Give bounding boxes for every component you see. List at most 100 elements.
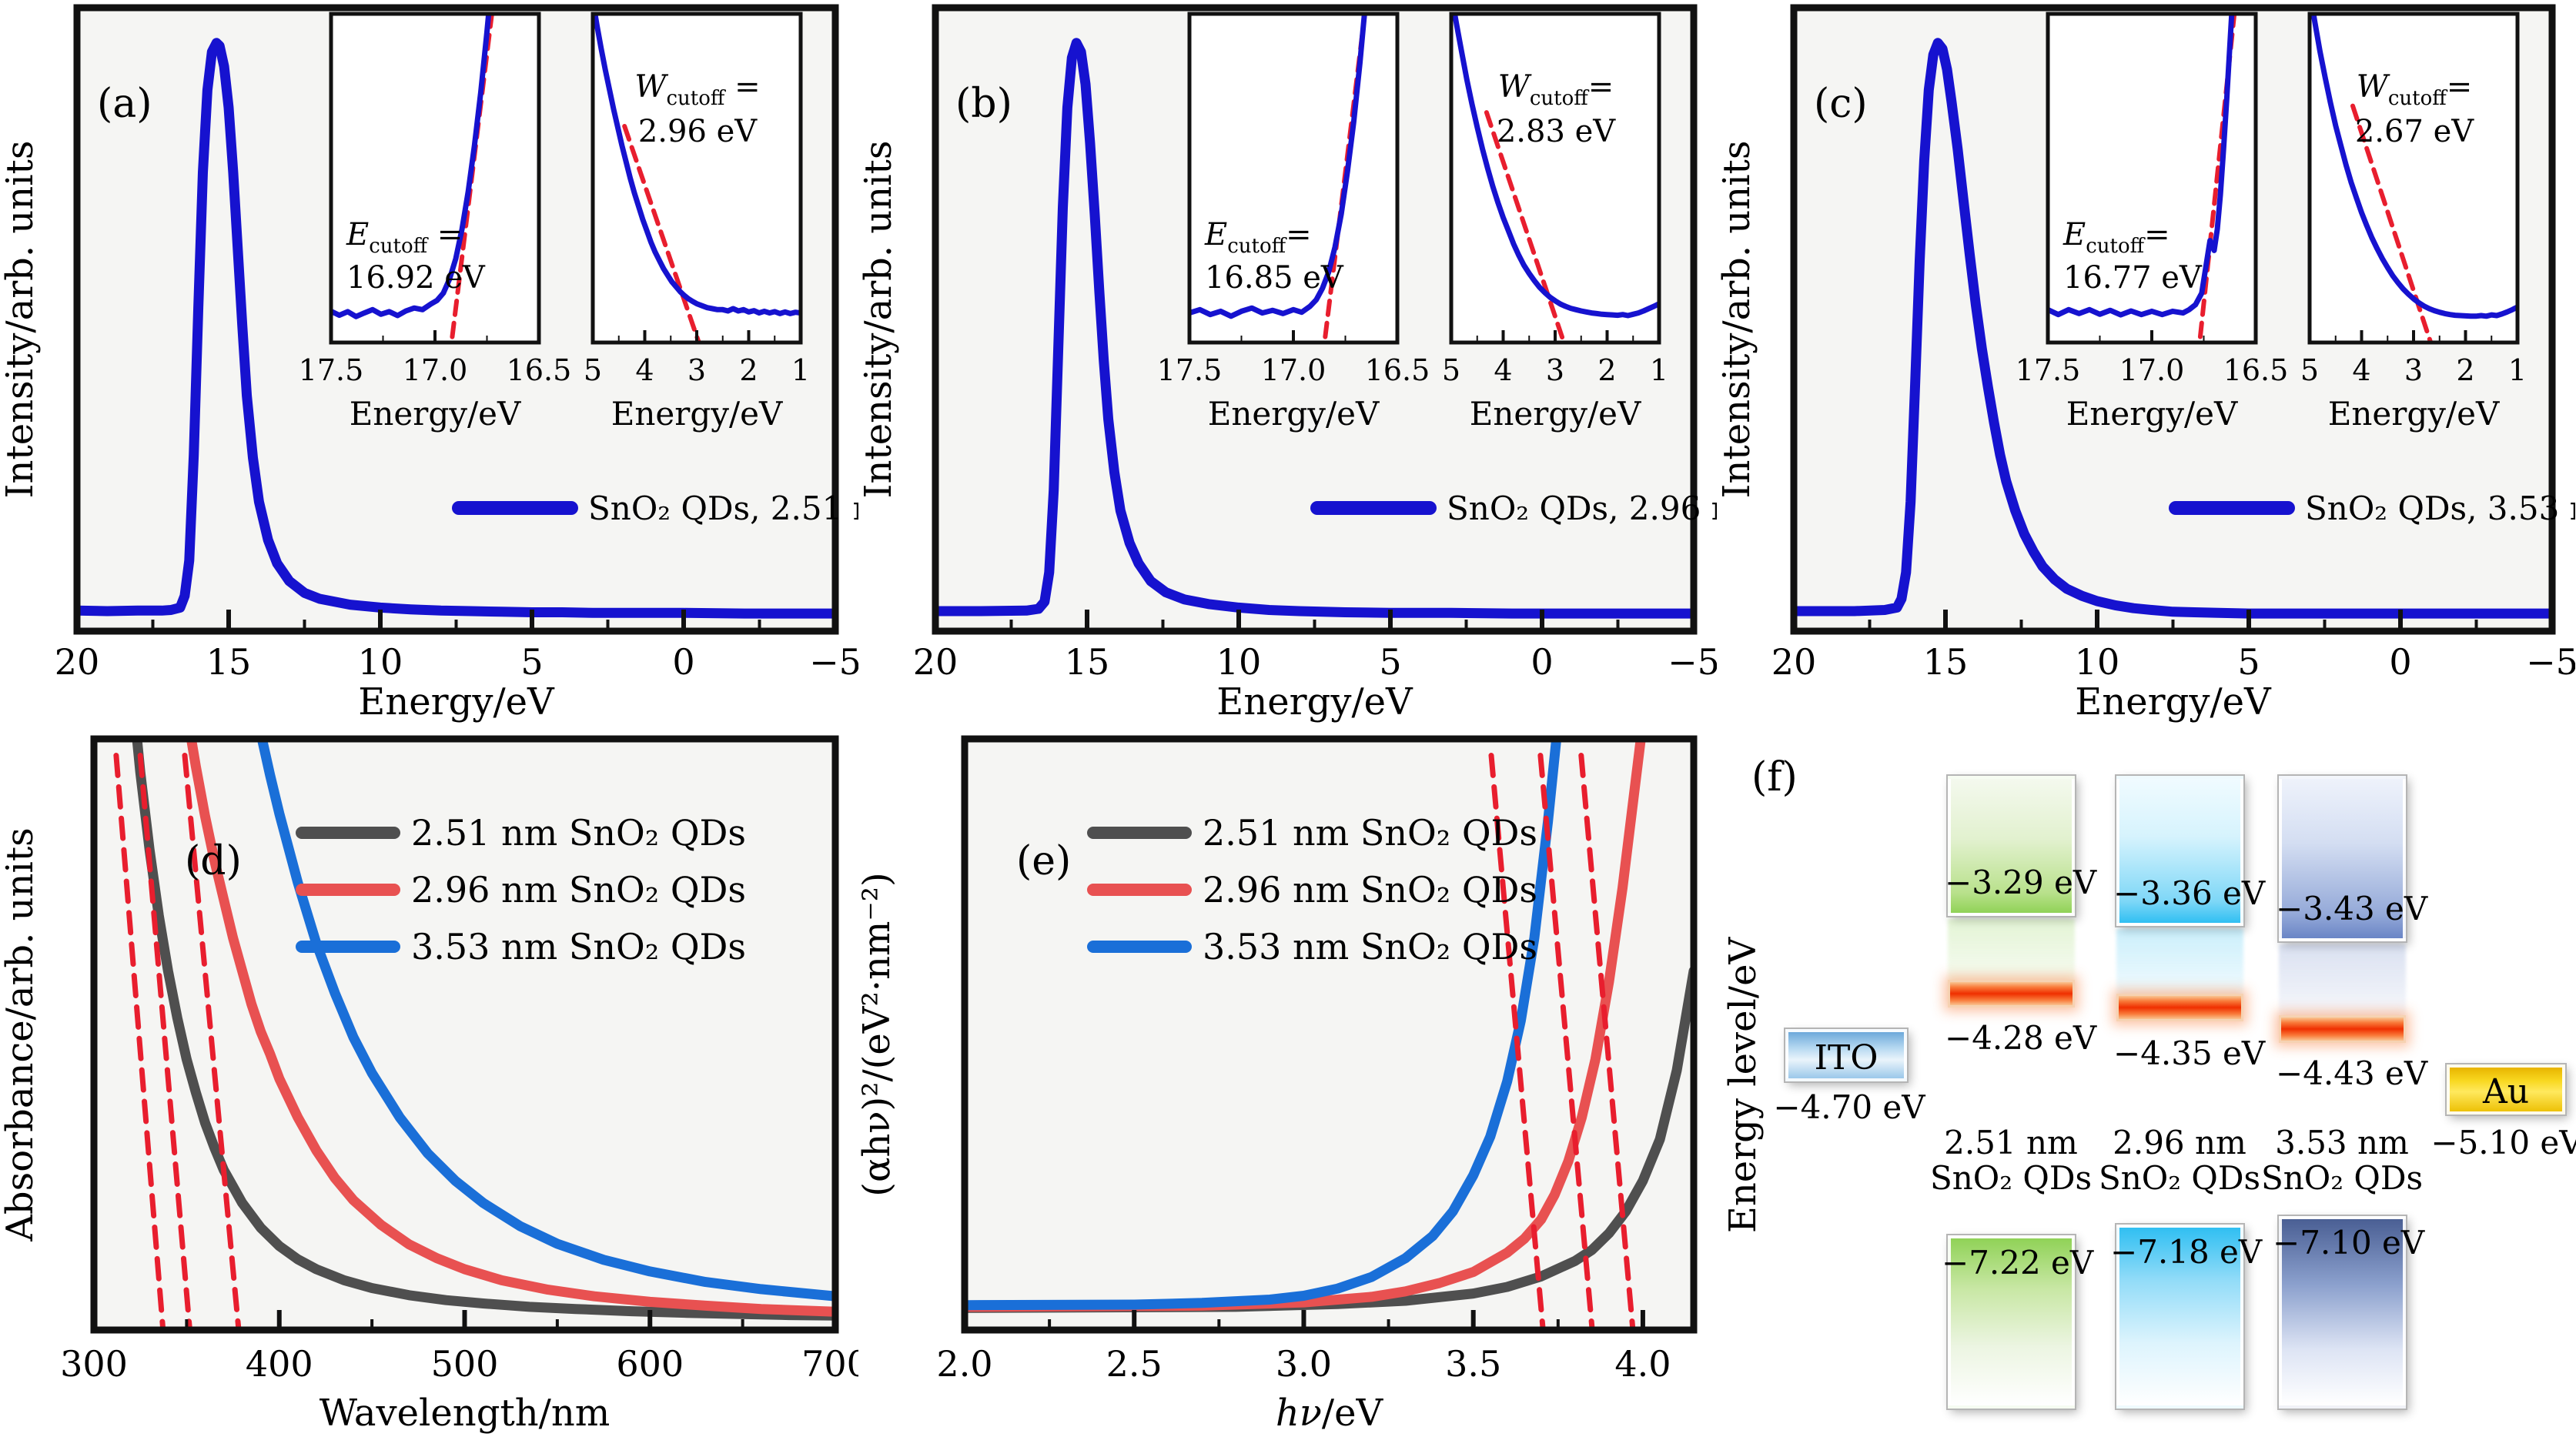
cutoff-symbol: E: [346, 217, 369, 252]
cb-energy-label-2.96nm: −3.36 eV: [2113, 874, 2266, 912]
column-caption-size-1: 2.51 nm: [1944, 1124, 2078, 1161]
x-axis-title: Energy/eV: [358, 680, 555, 724]
inset-x-axis-title: Energy/eV: [611, 395, 783, 433]
inset-x-tick-label: 1: [1650, 353, 1668, 387]
cutoff-annotation-line1: Wcutoff=: [2357, 69, 2473, 110]
inset-axes-frame: [2307, 12, 2520, 345]
panel-letter: (a): [97, 81, 152, 127]
mid-energy-label-2.96nm: −4.35 eV: [2113, 1034, 2266, 1072]
tangent-dashed-line: [182, 753, 242, 1330]
column-caption-size-3: 3.53 nm: [2275, 1124, 2409, 1161]
cutoff-annotation-line1: Wcutoff=: [1498, 69, 1614, 110]
x-tick-label: 5: [520, 641, 543, 683]
x-tick-label: −5: [809, 641, 858, 683]
inset-curve: [1189, 14, 1367, 319]
series-curve: [965, 966, 1694, 1313]
inset-curve: [2048, 14, 2235, 318]
inset-x-axis-title: Energy/eV: [1208, 395, 1380, 433]
cutoff-value: 2.96 eV: [638, 114, 758, 149]
cutoff-equals: =: [724, 69, 760, 105]
y-axis-title: Intensity/arb. units: [0, 141, 42, 499]
chart-d: 300 400 500 600 700 Wavelength/nm Absorbance/a…: [0, 735, 858, 1435]
cb-energy-label-2.51nm: −3.29 eV: [1945, 864, 2097, 901]
inset-x-tick-label: 4: [1494, 353, 1512, 387]
tangent-dashed-line: [1578, 753, 1636, 1330]
x-tick-label: 600: [616, 1343, 684, 1385]
inset-x-tick-label: 3: [687, 353, 706, 387]
legend-label: SnO₂ QDs, 3.53 nm: [2305, 490, 2575, 527]
x-tick-label: 2.0: [936, 1343, 992, 1385]
series-curve: [965, 739, 1562, 1311]
cutoff-equals: =: [2447, 69, 2473, 105]
mid-level-bar-2.51nm: [1948, 980, 2075, 1008]
ito-label: ITO: [1814, 1038, 1878, 1078]
panel-letter: (c): [1814, 81, 1868, 127]
au-energy-label: −5.10 eV: [2430, 1124, 2576, 1161]
panel-b-ups-spectrum: 20 15 10 5 0 −5 Energy/eV Intensity/arb. units(…: [858, 0, 1717, 724]
x-tick-label: 2.5: [1106, 1343, 1163, 1385]
inset-background: [331, 14, 539, 343]
inset-x-tick-label: 17.5: [2016, 353, 2081, 387]
inset-x-tick-label: 2: [2456, 353, 2474, 387]
axes-frame: [73, 4, 839, 635]
cutoff-annotation-line1: Ecutoff=: [1204, 217, 1312, 258]
panel-letter: (e): [1016, 838, 1071, 884]
legend-label: 3.53 nm SnO₂ QDs: [411, 926, 746, 967]
vb-box-2.51nm: [1946, 1234, 2076, 1410]
inset-x-tick-label: 1: [2508, 353, 2527, 387]
inset-x-tick-label: 17.5: [299, 353, 364, 387]
x-tick-label: 0: [1531, 641, 1553, 683]
plot-background: [965, 739, 1694, 1330]
x-axis-title: Energy/eV: [1216, 680, 1413, 724]
cutoff-subscript: cutoff: [1530, 87, 1590, 110]
inset-plot-area: [1189, 14, 1367, 343]
inset-x-tick-label: 5: [1442, 353, 1460, 387]
x-tick-label: 0: [672, 641, 694, 683]
y-axis-title: (αhν)²/(eV²·nm⁻²): [858, 872, 898, 1196]
x-tick-label: 20: [1771, 641, 1817, 683]
x-tick-label: 5: [2237, 641, 2260, 683]
ito-energy-label: −4.70 eV: [1773, 1088, 1925, 1126]
x-tick-label: −5: [1668, 641, 1717, 683]
cutoff-equals: =: [2144, 217, 2170, 252]
x-tick-label: 300: [60, 1343, 128, 1385]
cutoff-symbol: W: [634, 69, 668, 105]
inset-plot-area: [2048, 14, 2237, 343]
cutoff-symbol: W: [2357, 69, 2390, 105]
plot-area: [113, 739, 835, 1330]
series-curve: [256, 739, 835, 1302]
inset-x-tick-label: 3: [1546, 353, 1564, 387]
cb-box-2.96nm: [2115, 774, 2245, 927]
inset-x-axis-title: Energy/eV: [2328, 395, 2500, 433]
inset-x-tick-label: 17.0: [403, 353, 468, 387]
cutoff-value: 16.77 eV: [2063, 260, 2203, 296]
inset-x-axis-title: Energy/eV: [2066, 395, 2238, 433]
cutoff-subscript: cutoff: [667, 87, 727, 110]
x-tick-label: 3.5: [1445, 1343, 1501, 1385]
cutoff-value: 2.83 eV: [1497, 114, 1616, 149]
x-tick-label: 15: [1065, 641, 1110, 683]
vb-box-2.96nm: [2115, 1223, 2245, 1410]
x-tick-label: 5: [1379, 641, 1401, 683]
series-curve: [1794, 38, 2552, 619]
panel-d-absorbance-chart: 300 400 500 600 700 Wavelength/nm Absorbance/a…: [0, 724, 858, 1447]
inset-plot-area: [2310, 14, 2517, 343]
plot-background: [94, 739, 835, 1330]
cutoff-annotation-line1: Ecutoff =: [346, 217, 463, 258]
panel-c-ups-spectrum: 20 15 10 5 0 −5 Energy/eV Intensity/arb. units(…: [1717, 0, 2576, 724]
legend-label: 2.51 nm SnO₂ QDs: [1203, 812, 1537, 854]
x-tick-label: 15: [1923, 641, 1969, 683]
panel-e-tauc-plot: 2.0 2.5 3.0 3.5 4.0 hν/eV (αhν)²/(eV²·nm⁻²) (e)…: [858, 724, 1717, 1447]
inset-background: [593, 14, 801, 343]
tangent-dashed-line: [1488, 753, 1546, 1330]
x-tick-label: 10: [2075, 641, 2120, 683]
y-axis-title: Intensity/arb. units: [858, 141, 900, 499]
x-tick-label: 4.0: [1614, 1343, 1671, 1385]
legend-label: 2.96 nm SnO₂ QDs: [411, 869, 746, 911]
vb-energy-label-2.96nm: −7.18 eV: [2110, 1233, 2263, 1271]
y-axis-title: Absorbance/arb. units: [0, 827, 42, 1242]
au-electrode-box: Au: [2445, 1063, 2567, 1116]
